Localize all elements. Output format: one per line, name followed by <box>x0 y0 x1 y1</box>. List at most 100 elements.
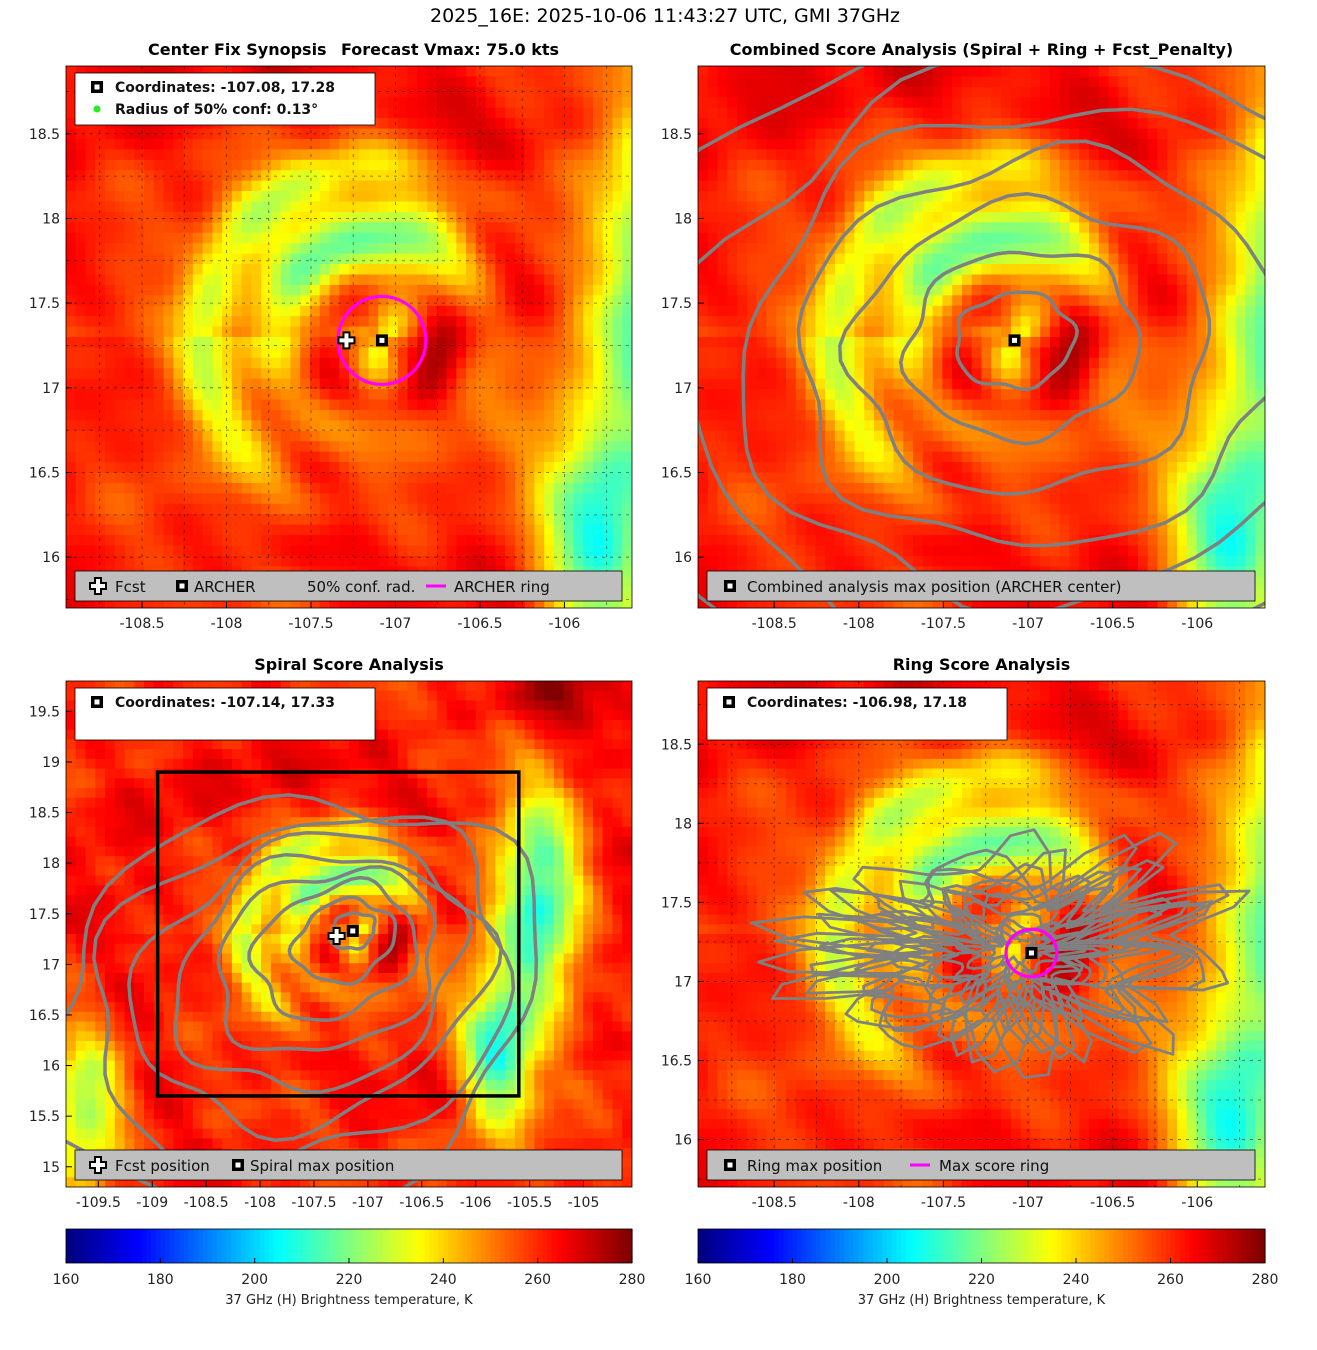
heatmap-cell <box>378 305 389 317</box>
heatmap-cell <box>844 253 856 265</box>
heatmap-cell <box>524 430 536 442</box>
heatmap-cell <box>573 420 584 432</box>
heatmap-cell <box>903 524 914 536</box>
heatmap-cell <box>612 284 623 296</box>
heatmap-cell <box>1049 180 1061 192</box>
heatmap-cell <box>1030 409 1041 421</box>
heatmap-cell <box>280 441 292 453</box>
heatmap-cell <box>1020 503 1031 515</box>
heatmap-cell <box>134 201 145 213</box>
heatmap-cell <box>805 97 816 109</box>
heatmap-cell <box>893 274 904 286</box>
heatmap-cell <box>134 451 145 463</box>
heatmap-cell <box>417 201 428 213</box>
heatmap-cell <box>553 243 565 255</box>
heatmap-cell <box>202 472 213 484</box>
heatmap-cell <box>1001 180 1012 192</box>
heatmap-cell <box>795 451 807 463</box>
heatmap-cell <box>612 211 623 223</box>
heatmap-cell <box>397 399 409 411</box>
heatmap-cell <box>202 555 213 567</box>
heatmap-cell <box>75 472 87 484</box>
heatmap-cell <box>466 159 477 171</box>
heatmap-cell <box>1010 326 1022 338</box>
heatmap-cell <box>378 97 389 109</box>
heatmap-cell <box>407 389 418 401</box>
heatmap-cell <box>795 420 807 432</box>
heatmap-cell <box>183 389 194 401</box>
heatmap-cell <box>844 284 856 296</box>
heatmap-cell <box>717 368 728 380</box>
heatmap-cell <box>407 97 418 109</box>
heatmap-cell <box>981 441 992 453</box>
heatmap-cell <box>756 368 768 380</box>
heatmap-cell <box>961 222 973 234</box>
heatmap-cell <box>329 305 340 317</box>
heatmap-cell <box>776 409 787 421</box>
heatmap-cell <box>698 462 709 474</box>
heatmap-cell <box>231 159 243 171</box>
heatmap-cell <box>952 451 963 463</box>
heatmap-cell <box>309 420 321 432</box>
heatmap-cell <box>124 128 135 140</box>
heatmap-cell <box>1001 357 1012 369</box>
heatmap-cell <box>222 232 233 244</box>
heatmap-cell <box>707 66 719 78</box>
heatmap-cell <box>270 295 282 307</box>
heatmap-cell <box>785 86 797 98</box>
heatmap-cell <box>95 201 106 213</box>
heatmap-cell <box>524 149 536 161</box>
heatmap-cell <box>971 420 983 432</box>
heatmap-cell <box>1030 451 1041 463</box>
heatmap-cell <box>834 316 846 328</box>
heatmap-cell <box>727 493 738 505</box>
heatmap-cell <box>756 128 768 140</box>
heatmap-cell <box>358 149 370 161</box>
heatmap-cell <box>495 326 506 338</box>
heatmap-cell <box>319 191 331 203</box>
heatmap-cell <box>534 211 545 223</box>
heatmap-cell <box>114 347 126 359</box>
heatmap-cell <box>75 232 87 244</box>
heatmap-cell <box>913 295 924 307</box>
heatmap-cell <box>573 222 584 234</box>
heatmap-cell <box>573 232 584 244</box>
heatmap-cell <box>75 243 87 255</box>
heatmap-cell <box>893 284 904 296</box>
heatmap-cell <box>602 159 614 171</box>
heatmap-cell <box>231 243 243 255</box>
heatmap-cell <box>212 409 223 421</box>
heatmap-cell <box>864 482 875 494</box>
heatmap-cell <box>358 430 370 442</box>
heatmap-cell <box>505 545 516 557</box>
heatmap-cell <box>505 149 516 161</box>
heatmap-cell <box>524 514 536 526</box>
heatmap-cell <box>844 76 856 88</box>
heatmap-cell <box>622 243 632 255</box>
heatmap-cell <box>795 399 807 411</box>
heatmap-cell <box>592 368 604 380</box>
heatmap-cell <box>163 159 174 171</box>
heatmap-cell <box>795 357 807 369</box>
heatmap-cell <box>592 264 604 276</box>
heatmap-cell <box>134 535 145 547</box>
heatmap-cell <box>75 337 87 349</box>
heatmap-cell <box>563 545 575 557</box>
heatmap-cell <box>427 326 438 338</box>
heatmap-cell <box>397 138 409 150</box>
heatmap-cell <box>553 295 565 307</box>
heatmap-cell <box>592 180 604 192</box>
heatmap-cell <box>1010 462 1022 474</box>
heatmap-cell <box>961 441 973 453</box>
heatmap-cell <box>339 472 350 484</box>
heatmap-cell <box>883 284 895 296</box>
heatmap-cell <box>971 264 983 276</box>
heatmap-cell <box>202 357 213 369</box>
heatmap-cell <box>602 232 614 244</box>
heatmap-cell <box>358 409 370 421</box>
heatmap-cell <box>991 232 1002 244</box>
heatmap-cell <box>192 555 204 567</box>
heatmap-cell <box>505 305 516 317</box>
heatmap-cell <box>815 514 826 526</box>
heatmap-cell <box>300 555 311 567</box>
